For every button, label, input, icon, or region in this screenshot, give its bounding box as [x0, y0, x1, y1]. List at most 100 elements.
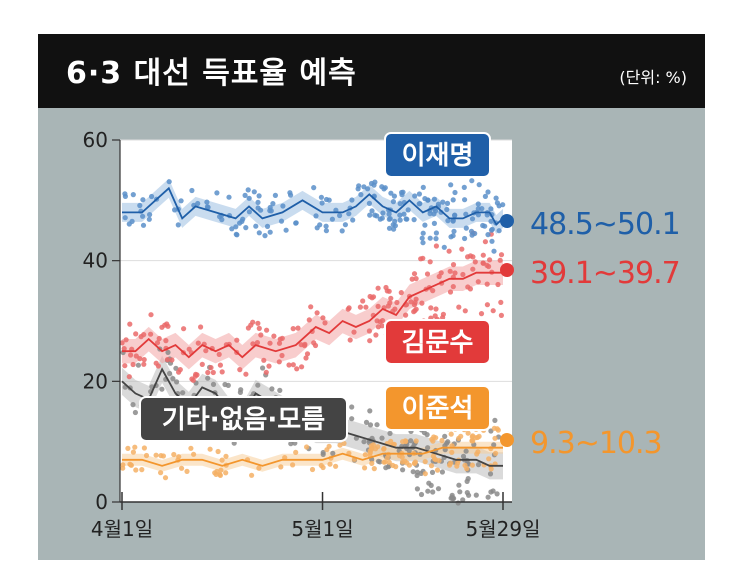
- poll-point: [140, 213, 146, 219]
- poll-point: [216, 351, 222, 357]
- poll-point: [242, 192, 248, 198]
- poll-point: [175, 222, 181, 228]
- poll-point: [234, 232, 240, 238]
- poll-point: [420, 240, 426, 246]
- poll-point: [311, 185, 317, 191]
- poll-point: [329, 216, 335, 222]
- poll-point: [146, 216, 152, 222]
- poll-point: [135, 362, 141, 368]
- poll-point: [148, 312, 154, 318]
- poll-point: [401, 211, 407, 217]
- poll-point: [491, 442, 497, 448]
- series-name-label: 김문수: [402, 328, 474, 358]
- poll-point: [386, 225, 393, 231]
- poll-point: [264, 327, 270, 333]
- poll-point: [290, 462, 296, 468]
- poll-point: [173, 365, 179, 371]
- poll-point: [427, 235, 433, 241]
- poll-point: [278, 464, 284, 470]
- poll-point: [234, 337, 240, 343]
- poll-point: [246, 195, 252, 201]
- poll-point: [223, 453, 229, 459]
- poll-point: [177, 367, 183, 373]
- poll-point: [170, 376, 176, 382]
- poll-point: [478, 311, 485, 317]
- poll-point: [462, 308, 468, 314]
- poll-point: [188, 445, 194, 451]
- poll-point: [204, 199, 210, 205]
- poll-point: [207, 446, 213, 452]
- poll-point: [455, 500, 461, 506]
- poll-point: [446, 248, 452, 254]
- poll-point: [323, 196, 330, 203]
- poll-point: [426, 480, 432, 486]
- poll-point: [147, 212, 153, 218]
- poll-point: [363, 419, 370, 425]
- poll-point: [141, 445, 147, 451]
- poll-point: [367, 212, 373, 218]
- trend-line-0: [122, 186, 504, 226]
- poll-point: [500, 202, 506, 208]
- end-marker: [500, 214, 514, 228]
- poll-point: [251, 189, 257, 195]
- poll-point: [498, 312, 504, 318]
- poll-point: [482, 239, 488, 245]
- poll-point: [313, 213, 319, 219]
- poll-point: [263, 369, 269, 375]
- poll-point: [122, 191, 128, 197]
- poll-point: [295, 325, 301, 331]
- poll-point: [158, 470, 164, 476]
- poll-point: [255, 320, 261, 326]
- poll-point: [385, 303, 391, 309]
- poll-point: [256, 193, 262, 199]
- poll-point: [418, 491, 425, 498]
- poll-point: [198, 324, 204, 330]
- poll-point: [469, 178, 475, 184]
- range-label: 9.3~10.3: [530, 426, 662, 461]
- poll-point: [460, 453, 467, 459]
- poll-point: [255, 382, 261, 388]
- trend-line-1: [122, 271, 503, 359]
- poll-point: [374, 422, 380, 428]
- poll-point: [487, 257, 493, 263]
- poll-point: [462, 235, 468, 242]
- poll-point: [349, 197, 355, 203]
- poll-point: [375, 444, 381, 450]
- poll-point: [417, 201, 423, 207]
- poll-point: [217, 472, 223, 478]
- poll-point: [391, 441, 397, 447]
- poll-point: [278, 218, 285, 224]
- poll-point: [243, 371, 249, 377]
- poll-point: [413, 306, 419, 312]
- poll-point: [450, 284, 456, 290]
- poll-point: [347, 337, 353, 343]
- poll-point: [174, 379, 180, 385]
- poll-point: [416, 191, 422, 197]
- poll-point: [485, 494, 491, 500]
- poll-point: [217, 362, 223, 368]
- x-tick-label: 5월29일: [466, 517, 541, 541]
- poll-point: [140, 222, 147, 228]
- series-name-label: 이준석: [402, 394, 474, 424]
- poll-point: [379, 323, 385, 329]
- poll-point: [475, 201, 481, 207]
- poll-point: [303, 355, 309, 361]
- poll-point: [419, 235, 425, 241]
- poll-point: [498, 299, 504, 305]
- poll-point: [460, 271, 466, 278]
- poll-point: [493, 195, 499, 201]
- poll-point: [191, 451, 197, 457]
- poll-point: [349, 416, 355, 422]
- poll-point: [448, 431, 454, 437]
- poll-point: [386, 459, 392, 465]
- poll-point: [153, 452, 159, 458]
- poll-point: [308, 304, 314, 310]
- poll-point: [431, 196, 437, 202]
- poll-point: [433, 306, 439, 312]
- poll-point: [210, 369, 216, 376]
- poll-point: [127, 321, 133, 327]
- poll-point: [495, 281, 501, 288]
- poll-point: [491, 425, 497, 431]
- poll-point: [323, 228, 329, 234]
- poll-point: [489, 226, 495, 232]
